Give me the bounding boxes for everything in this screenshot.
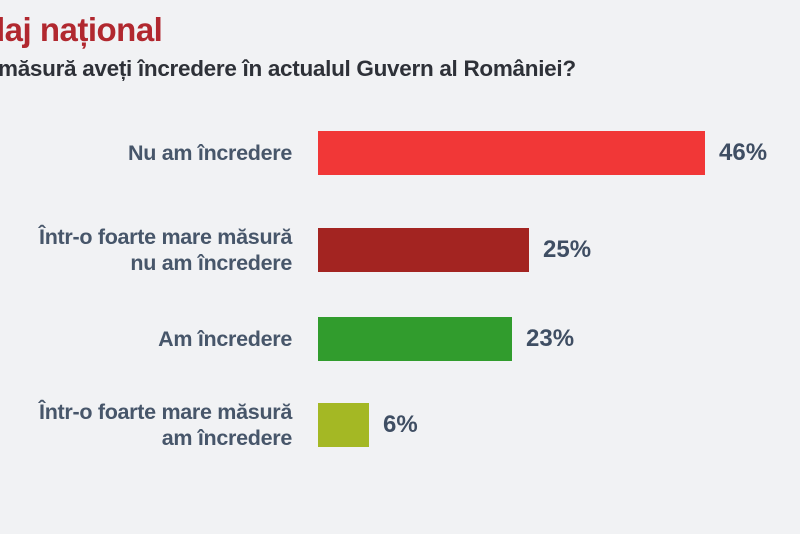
bar-category-label-line: Am încredere xyxy=(158,326,292,351)
chart-row: Nu am încredere 46% xyxy=(0,131,800,175)
chart-row: Am încredere 23% xyxy=(0,317,800,361)
chart-row: Într-o foarte mare măsură nu am încredere… xyxy=(0,225,800,275)
bar-value-label: 23% xyxy=(526,325,575,352)
bar-category-label: Într-o foarte mare măsură nu am încredere xyxy=(0,225,292,275)
bar-value-label: 46% xyxy=(719,139,768,166)
bar-category-label: Nu am încredere xyxy=(0,131,292,175)
survey-question: măsură aveți încredere în actualul Guver… xyxy=(0,56,576,81)
bar xyxy=(318,403,369,447)
bar-value-label: 6% xyxy=(383,411,418,438)
bar-value-label: 25% xyxy=(543,236,592,263)
slide-title: daj național xyxy=(0,11,163,48)
bar-category-label-line: Într-o foarte mare măsură xyxy=(39,399,292,424)
bar-category-label-line: Nu am încredere xyxy=(128,140,292,165)
bar-category-label: Într-o foarte mare măsură am încredere xyxy=(0,400,292,450)
bar-category-label-line: nu am încredere xyxy=(130,251,292,275)
chart-row: Într-o foarte mare măsură am încredere 6% xyxy=(0,400,800,450)
bar xyxy=(318,131,705,175)
bar-category-label: Am încredere xyxy=(0,317,292,361)
bar-category-label-line: am încredere xyxy=(161,426,293,450)
bar xyxy=(318,317,512,361)
bar-category-label-line: Într-o foarte mare măsură xyxy=(39,224,292,249)
bar xyxy=(318,228,529,272)
